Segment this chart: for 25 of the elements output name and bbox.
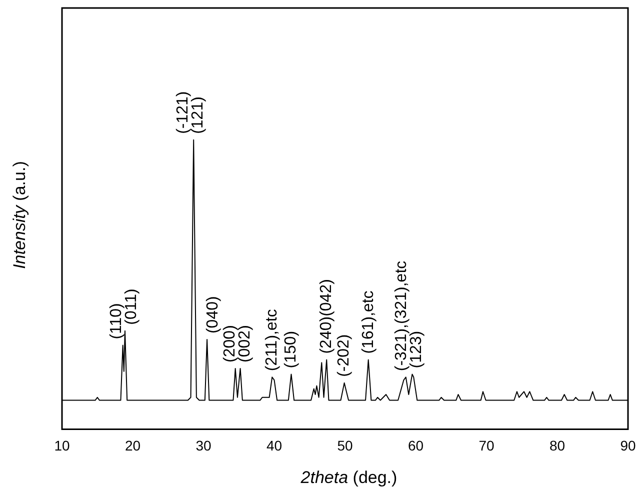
annotation: (123): [408, 330, 425, 368]
annotation: (-321),(321),etc: [392, 260, 410, 372]
annotation: (-202): [336, 334, 353, 377]
x-tick-label: 10: [54, 437, 70, 454]
x-tick-label: 40: [266, 437, 282, 454]
annotation: (121): [189, 96, 206, 134]
x-tick-label: 50: [337, 437, 353, 454]
x-axis-title: 2theta (deg.): [300, 468, 398, 487]
annotation: (200): [222, 325, 239, 362]
x-tick-label: 80: [549, 437, 566, 454]
annotation: (002): [236, 325, 254, 362]
x-tick-label: 60: [408, 437, 424, 454]
x-tick-label: 70: [478, 437, 494, 454]
x-tick-label: 20: [124, 437, 141, 454]
annotation: (161),etc: [360, 290, 377, 354]
x-tick-label: 30: [196, 437, 212, 454]
annotation: (040): [204, 296, 222, 334]
annotation: (011): [122, 288, 140, 325]
annotation: (240)(042): [318, 279, 336, 354]
annotation: (211),etc: [264, 309, 281, 372]
annotation: (110): [108, 303, 125, 340]
y-axis-title: Intensity (a.u.): [10, 161, 29, 269]
annotation: (150): [282, 330, 300, 368]
x-tick-label: 90: [620, 437, 636, 454]
annotation: (-121): [174, 91, 192, 134]
